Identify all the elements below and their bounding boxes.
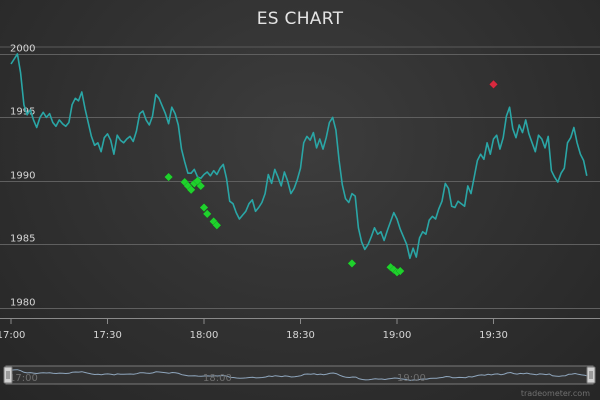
x-tick-label: 19:00 bbox=[383, 330, 412, 341]
buy-marker[interactable] bbox=[395, 266, 405, 276]
buy-marker[interactable] bbox=[212, 220, 222, 230]
navigator-label: 18:00 bbox=[203, 373, 232, 384]
y-tick-label: 1995 bbox=[10, 107, 35, 118]
chart-title: ES CHART bbox=[256, 9, 344, 29]
x-tick-label: 18:30 bbox=[286, 330, 315, 341]
sell-marker[interactable] bbox=[488, 79, 499, 89]
navigator-handle-right[interactable] bbox=[586, 366, 596, 384]
navigator-label: 17:00 bbox=[9, 373, 38, 384]
navigator-handle-left[interactable] bbox=[3, 366, 13, 384]
credit-watermark: tradeometer.com bbox=[520, 389, 590, 398]
buy-marker[interactable] bbox=[164, 172, 174, 182]
navigator-line bbox=[10, 369, 589, 381]
buy-marker[interactable] bbox=[199, 202, 209, 213]
navigator-label: 19:00 bbox=[397, 373, 426, 384]
buy-marker[interactable] bbox=[202, 209, 212, 219]
buy-marker[interactable] bbox=[347, 258, 357, 268]
x-tick-label: 17:30 bbox=[93, 330, 122, 341]
x-tick-label: 19:30 bbox=[479, 330, 508, 341]
y-tick-label: 1980 bbox=[10, 298, 35, 309]
buy-marker[interactable] bbox=[196, 181, 206, 191]
price-line bbox=[10, 53, 588, 260]
y-tick-label: 1985 bbox=[10, 234, 35, 245]
x-tick-label: 18:00 bbox=[190, 330, 219, 341]
y-tick-label: 2000 bbox=[10, 44, 35, 55]
navigator-frame[interactable] bbox=[5, 365, 594, 385]
x-tick-label: 17:00 bbox=[0, 330, 25, 341]
buy-marker[interactable] bbox=[186, 185, 196, 195]
y-tick-label: 1990 bbox=[10, 171, 35, 182]
